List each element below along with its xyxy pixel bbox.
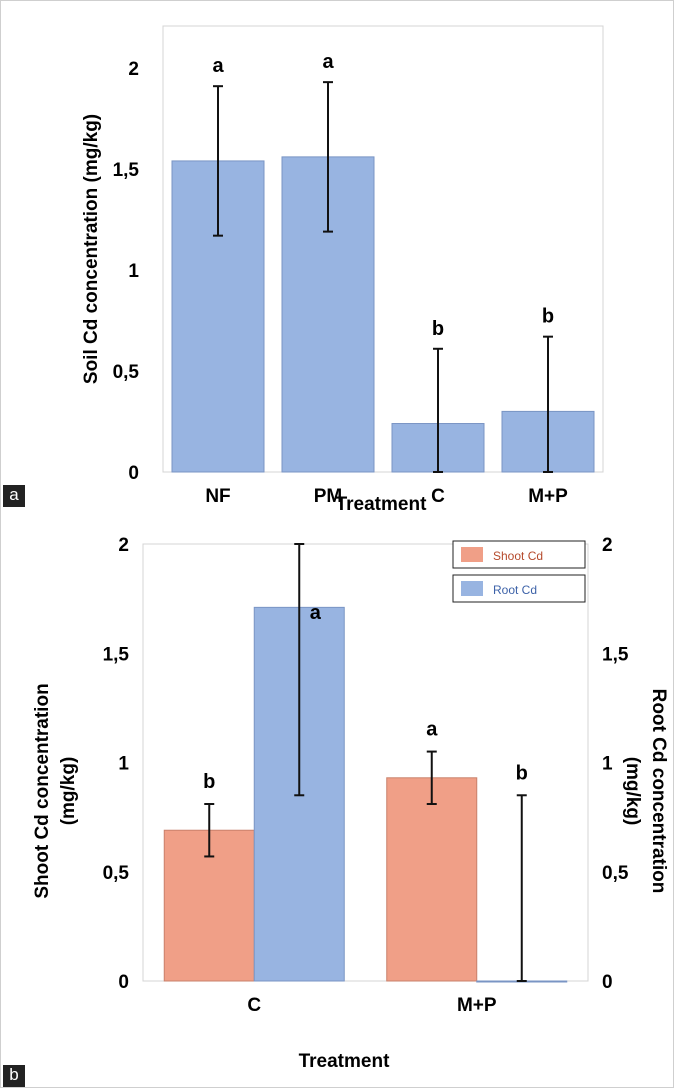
legend-swatch	[461, 581, 483, 596]
y-tick-label: 0,5	[113, 362, 140, 383]
x-axis-title: Treatment	[299, 1051, 390, 1072]
shoot-root-cd-bar-chart: Shoot Cd concentration (mg/kg) Root Cd c…	[32, 535, 669, 1072]
significance-label: b	[542, 306, 554, 328]
x-tick-label: M+P	[528, 486, 568, 507]
y-tick-label: 1	[118, 754, 129, 775]
y2-tick-label: 1,5	[602, 644, 629, 665]
x-tick-label: C	[431, 486, 445, 507]
panel-label-b: b	[3, 1065, 25, 1087]
y2-tick-label: 0	[602, 972, 613, 993]
significance-label: b	[203, 771, 215, 793]
legend-label: Root Cd	[493, 583, 537, 597]
legend-swatch	[461, 547, 483, 562]
y-tick-label: 0	[128, 463, 139, 484]
y-axis-title-line-1: Shoot Cd concentration	[32, 683, 53, 898]
y-axis-title-line-2: (mg/kg)	[58, 757, 79, 826]
y-tick-label: 0	[118, 972, 129, 993]
legend: Shoot Cd Root Cd	[452, 540, 586, 603]
bar-Shoot-Cd-M+P	[386, 777, 478, 982]
significance-label: a	[426, 719, 438, 741]
y2-tick-label: 1	[602, 754, 613, 775]
significance-label: a	[212, 55, 224, 77]
y-tick-label: 2	[118, 535, 129, 556]
y2-tick-label: 2	[602, 535, 613, 556]
soil-cd-bar-chart: Soil Cd concentration (mg/kg) Treatment …	[81, 25, 604, 515]
chart-marks: 0 0 0,5 0,5 1 1 1,5 1,5 2 2 b a Ca b M+P	[103, 535, 629, 1016]
y2-axis-title-line-2: (mg/kg)	[622, 757, 643, 826]
significance-label: a	[322, 51, 334, 73]
x-tick-label: C	[247, 995, 261, 1016]
legend-label: Shoot Cd	[493, 549, 543, 563]
x-axis-title: Treatment	[336, 494, 427, 515]
y-tick-label: 1,5	[113, 160, 140, 181]
chart-marks: 0 0,5 1 1,5 2 a NF a PM b Cb M+P	[113, 51, 595, 507]
panel-a-soil-cd-chart: Soil Cd concentration (mg/kg) Treatment …	[1, 1, 674, 531]
y-tick-label: 0,5	[103, 863, 130, 884]
y-tick-label: 1,5	[103, 644, 130, 665]
significance-label: b	[432, 318, 444, 340]
y-tick-label: 2	[128, 59, 139, 80]
x-tick-label: M+P	[457, 995, 497, 1016]
y-tick-label: 1	[128, 261, 139, 282]
panel-b-shoot-root-cd-chart: Shoot Cd concentration (mg/kg) Root Cd c…	[1, 531, 674, 1089]
panel-label-a: a	[3, 485, 25, 507]
y-axis-title: Soil Cd concentration (mg/kg)	[81, 114, 102, 384]
significance-label: a	[310, 602, 322, 624]
x-tick-label: PM	[314, 486, 343, 507]
x-tick-label: NF	[205, 486, 230, 507]
significance-label: b	[516, 762, 528, 784]
y2-axis-title-line-1: Root Cd concentration	[648, 689, 669, 894]
y2-tick-label: 0,5	[602, 863, 629, 884]
